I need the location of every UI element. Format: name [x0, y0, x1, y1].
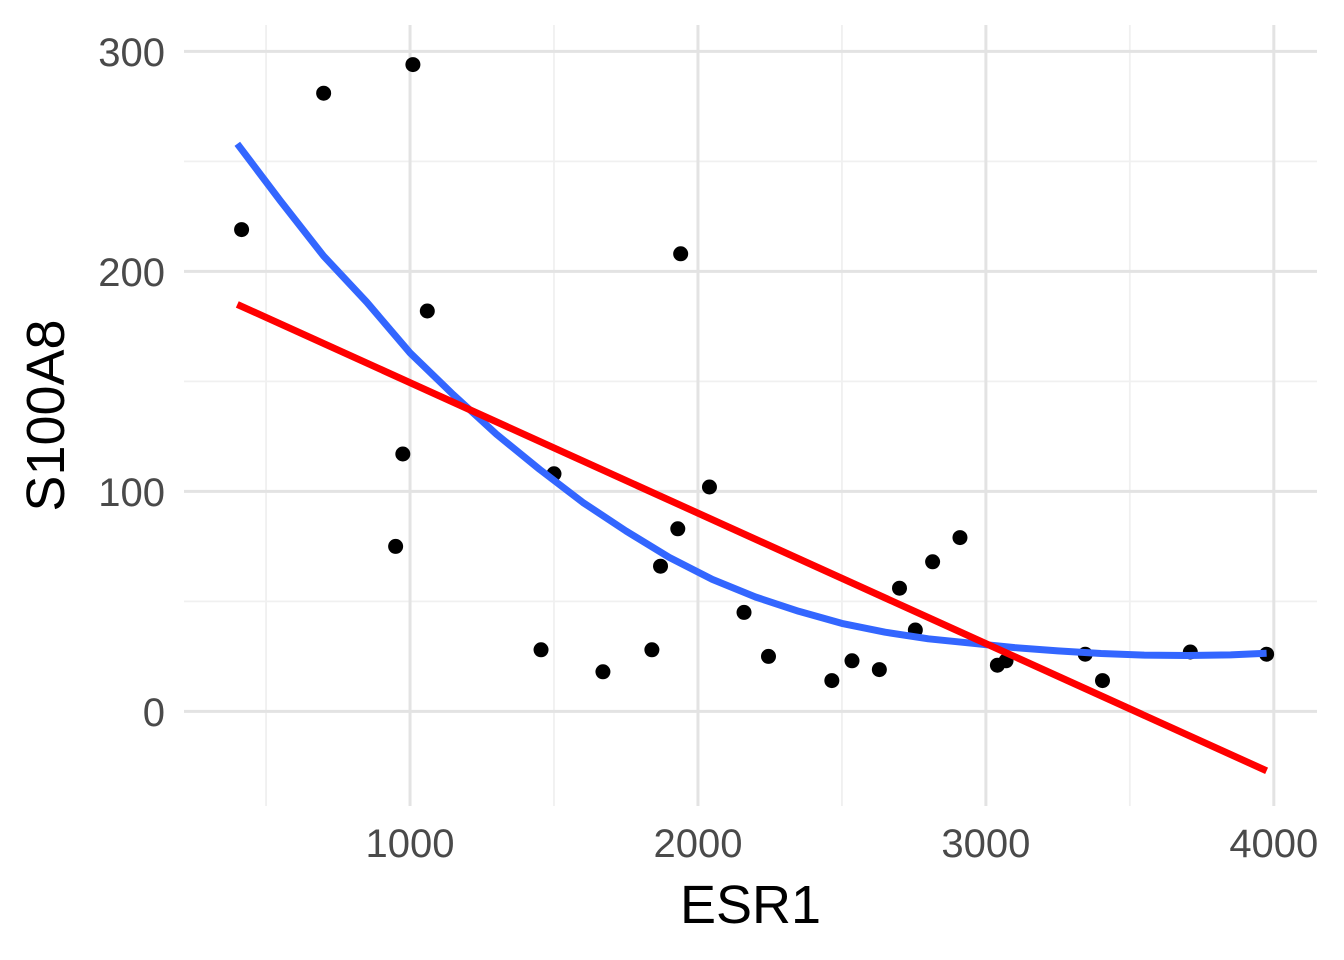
data-point: [760, 648, 776, 664]
data-point: [533, 642, 549, 658]
linear-fit-line: [235, 301, 1269, 774]
data-point: [595, 664, 611, 680]
data-point: [395, 446, 411, 462]
data-point: [701, 479, 717, 495]
y-tick-labels: 0 100 200 300: [98, 31, 165, 735]
data-point: [952, 530, 968, 546]
data-point: [673, 246, 689, 262]
data-point: [234, 222, 250, 238]
data-point: [670, 521, 686, 537]
y-tick-label: 200: [98, 251, 165, 295]
data-point: [316, 85, 332, 101]
x-tick-label: 2000: [653, 822, 742, 866]
data-point: [844, 653, 860, 669]
data-point: [388, 538, 404, 554]
y-tick-label: 0: [143, 691, 165, 735]
grid-minor: [184, 25, 1317, 806]
y-axis-title: S100A8: [16, 319, 76, 511]
data-point: [405, 57, 421, 73]
loess-smooth-line: [234, 141, 1267, 659]
data-point: [653, 558, 669, 574]
data-point: [892, 580, 908, 596]
x-tick-label: 1000: [366, 822, 455, 866]
grid-major: [184, 25, 1317, 806]
data-point: [925, 554, 941, 570]
x-tick-labels: 1000 2000 3000 4000: [366, 822, 1319, 866]
data-point: [1094, 673, 1110, 689]
data-point: [419, 303, 435, 319]
data-point: [871, 662, 887, 678]
data-point: [644, 642, 660, 658]
fit-lines: [234, 141, 1269, 774]
x-tick-label: 3000: [941, 822, 1030, 866]
y-tick-label: 300: [98, 31, 165, 75]
y-tick-label: 100: [98, 471, 165, 515]
data-point: [736, 604, 752, 620]
x-tick-label: 4000: [1229, 822, 1318, 866]
data-point: [824, 673, 840, 689]
x-axis-title: ESR1: [680, 875, 821, 935]
